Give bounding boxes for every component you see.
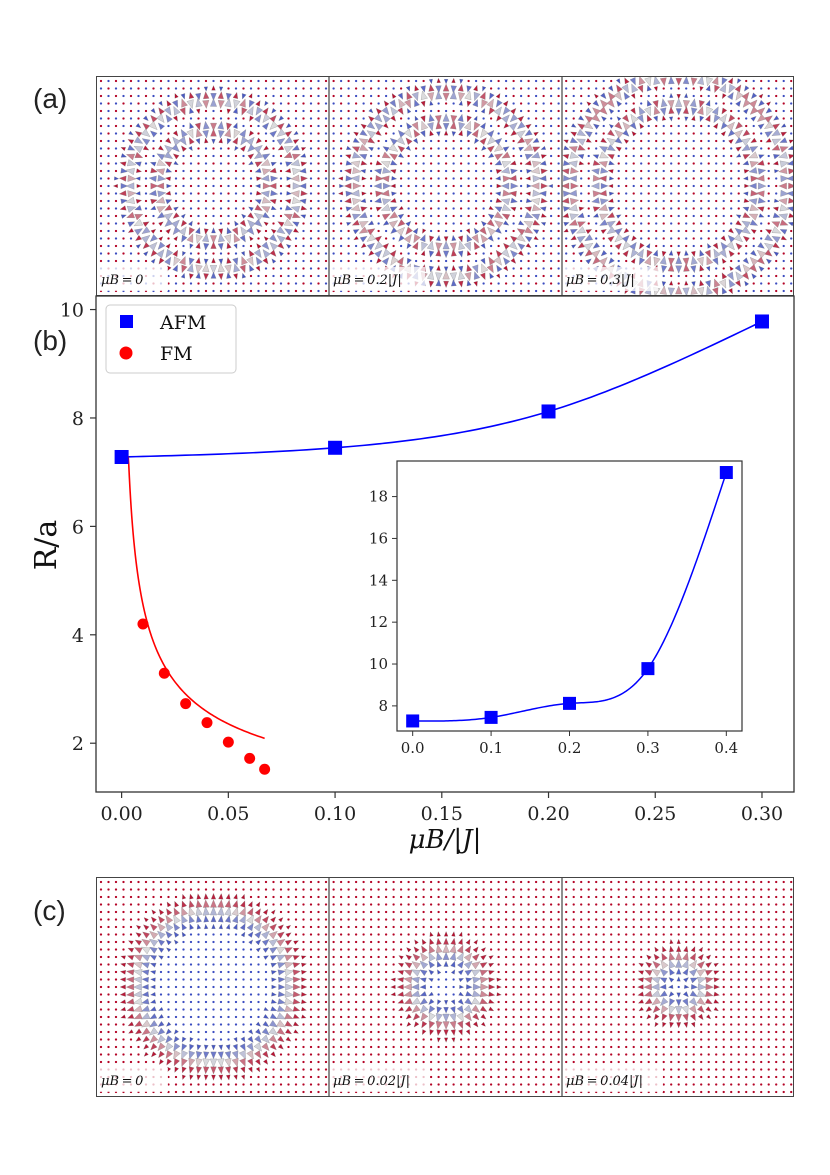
inset-y-tick-label: 12 — [369, 613, 388, 631]
inset-afm-point — [719, 466, 733, 480]
caption-c2: μB = 0.02|J| — [333, 1074, 410, 1089]
panel-label-c: (c) — [33, 895, 66, 926]
afm-point — [114, 449, 129, 464]
legend-fm-marker — [119, 346, 133, 360]
caption-c3: μB = 0.04|J| — [566, 1074, 643, 1089]
inset-y-tick-label: 18 — [369, 488, 388, 506]
y-tick-label: 2 — [72, 733, 84, 755]
x-tick-label: 0.15 — [421, 803, 463, 825]
x-tick-label: 0.20 — [527, 803, 569, 825]
fm-point — [137, 618, 149, 630]
afm-point — [541, 404, 556, 419]
afm-point — [754, 314, 769, 329]
legend-afm-marker — [120, 315, 133, 328]
inset-x-tick-label: 0.0 — [401, 739, 425, 757]
inset-y-tick-label: 8 — [378, 697, 388, 715]
inset-y-tick-label: 14 — [369, 571, 388, 589]
fm-spin-strip: μB = 0 μB = 0.02|J| μB = 0.04|J| — [96, 877, 794, 1097]
legend: AFM FM — [105, 304, 237, 374]
panel-label-a: (a) — [33, 83, 68, 114]
y-axis-title: R/a — [29, 520, 64, 571]
fm-point — [158, 667, 170, 679]
fm-point — [259, 763, 271, 775]
inset-afm-point — [641, 662, 655, 676]
afm-spin-strip: μB = 0 μB = 0.2|J| μB = 0.3|J| — [96, 76, 794, 296]
inset-afm-point — [563, 696, 576, 710]
fm-point — [201, 717, 213, 729]
radius-vs-field-chart: 0.00 0.05 0.10 0.15 0.20 0.25 0.30 2 4 6 8 10 μB/|J… — [29, 295, 795, 855]
y-tick-label: 10 — [60, 300, 84, 322]
fm-point — [222, 736, 234, 748]
x-tick-label: 0.05 — [207, 803, 249, 825]
afm-fit-line — [121, 320, 763, 458]
inset-y-tick-label: 16 — [369, 529, 388, 547]
caption-a2: μB = 0.2|J| — [333, 273, 402, 288]
x-tick-label: 0.25 — [634, 803, 676, 825]
plot-frame — [95, 295, 795, 793]
x-tick-label: 0.30 — [741, 803, 783, 825]
inset-afm-point — [484, 710, 498, 724]
y-tick-label: 4 — [72, 625, 84, 647]
inset-x-tick-label: 0.4 — [714, 739, 738, 757]
caption-a1: μB = 0 — [101, 273, 143, 288]
inset-x-tick-label: 0.1 — [479, 739, 503, 757]
x-tick-label: 0.10 — [314, 803, 356, 825]
x-axis-title: μB/|J| — [409, 825, 482, 855]
panel-label-b: (b) — [33, 325, 68, 356]
y-tick-label: 6 — [72, 516, 84, 538]
caption-c1: μB = 0 — [101, 1074, 143, 1089]
legend-fm-label: FM — [160, 343, 193, 365]
afm-point — [328, 440, 343, 455]
inset-y-tick-label: 10 — [369, 655, 388, 673]
inset-x-tick-label: 0.2 — [558, 739, 582, 757]
fm-spin-textures: μB = 0 μB = 0.02|J| μB = 0.04|J| — [98, 878, 793, 1096]
fm-fit-line — [121, 456, 265, 740]
inset-afm-point — [406, 714, 420, 728]
afm-spin-textures: μB = 0 μB = 0.2|J| μB = 0.3|J| — [98, 77, 793, 295]
legend-afm-label: AFM — [159, 312, 206, 334]
caption-a3: μB = 0.3|J| — [566, 273, 635, 288]
fm-point — [244, 752, 256, 764]
x-tick-label: 0.00 — [100, 803, 142, 825]
inset-x-tick-label: 0.3 — [636, 739, 660, 757]
fm-point — [180, 698, 192, 710]
y-tick-label: 8 — [72, 408, 84, 430]
inset-frame — [396, 460, 743, 732]
